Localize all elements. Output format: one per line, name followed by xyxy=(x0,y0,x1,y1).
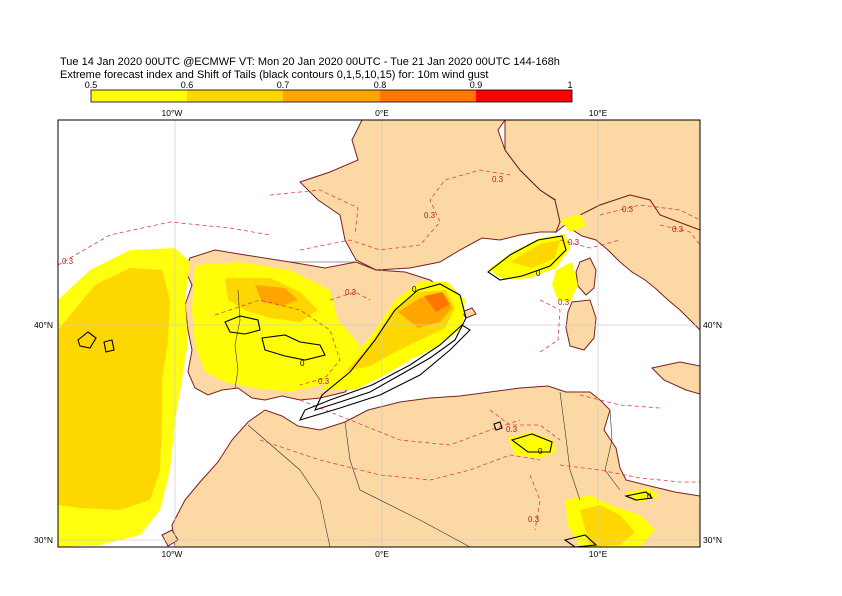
map-title-line2: Extreme forecast index and Shift of Tail… xyxy=(60,69,489,81)
legend-swatch-4 xyxy=(380,90,476,102)
legend-label-2: 0.7 xyxy=(277,80,290,90)
lon-bottom-10e: 10°E xyxy=(589,549,608,559)
lat-left-40n: 40°N xyxy=(34,320,53,330)
sot-label-valencia: 0 xyxy=(412,285,417,294)
legend-swatch-5 xyxy=(476,90,572,102)
efi-italy-05 xyxy=(552,262,578,302)
sot-contours xyxy=(77,235,654,547)
legend-label-1: 0.6 xyxy=(181,80,194,90)
legend-label-4: 0.9 xyxy=(470,80,483,90)
legend-label-3: 0.8 xyxy=(374,80,387,90)
land-italy xyxy=(564,194,700,331)
efi-gulf-of-lion-06 xyxy=(510,240,560,268)
efi-iberia-07 xyxy=(255,285,298,306)
sot-label-sicily: 0 xyxy=(538,447,543,456)
eps-label-adriatic: 0.3 xyxy=(672,225,684,234)
eps-label-italy-north: 0.3 xyxy=(622,205,634,214)
lon-top-10e: 10°E xyxy=(589,108,608,118)
lat-right-30n: 30°N xyxy=(703,535,722,545)
eps-label-france: 0.3 xyxy=(424,211,436,220)
land-corsica xyxy=(575,257,597,296)
eps-label-southern-spain: 0.3 xyxy=(318,377,330,386)
efi-east-spain-08 xyxy=(424,292,450,312)
efi-atlantic-06 xyxy=(58,268,170,510)
legend-label-0: 0.5 xyxy=(85,80,98,90)
efi-color-legend: 0.5 0.6 0.7 0.8 0.9 1 xyxy=(85,80,573,103)
lon-bottom-10w: 10°W xyxy=(162,549,183,559)
sot-label-libya: 0 xyxy=(647,492,652,501)
lon-top-0e: 0°E xyxy=(375,108,389,118)
map-frame xyxy=(57,119,701,548)
lon-top-10w: 10°W xyxy=(162,108,183,118)
legend-swatch-1 xyxy=(91,90,187,102)
lat-right-40n: 40°N xyxy=(703,320,722,330)
sot-label-spain: 0 xyxy=(300,359,305,368)
efi-ligurian-05 xyxy=(560,214,586,232)
map-title-line1: Tue 14 Jan 2020 00UTC @ECMWF VT: Mon 20 … xyxy=(60,56,560,68)
legend-swatch-2 xyxy=(187,90,283,102)
eps-label-ligurian: 0.3 xyxy=(568,238,580,247)
lat-left-30n: 30°N xyxy=(34,535,53,545)
legend-swatch-3 xyxy=(283,90,380,102)
eps-label-alps: 0.3 xyxy=(492,175,504,184)
eps-label-sahara: 0.3 xyxy=(528,515,540,524)
eps-contours xyxy=(58,169,700,531)
graticule xyxy=(58,120,700,547)
eps-label-iberia: 0.3 xyxy=(345,288,357,297)
sot-label-lion: 0 xyxy=(536,269,541,278)
legend-label-5: 1 xyxy=(567,80,572,90)
eps-label-sardinia: 0.3 xyxy=(558,298,570,307)
lon-bottom-0e: 0°E xyxy=(375,549,389,559)
country-borders xyxy=(234,169,621,547)
eps-label-algeria: 0.3 xyxy=(506,425,518,434)
eps-label-atlantic: 0.3 xyxy=(62,257,74,266)
efi-tunisia-06 xyxy=(580,505,635,547)
eps-contour-labels: 0.3 0.3 0.3 0.3 0.3 0.3 0.3 0.3 0.3 0.3 … xyxy=(62,175,684,524)
land-sicily xyxy=(650,361,700,395)
